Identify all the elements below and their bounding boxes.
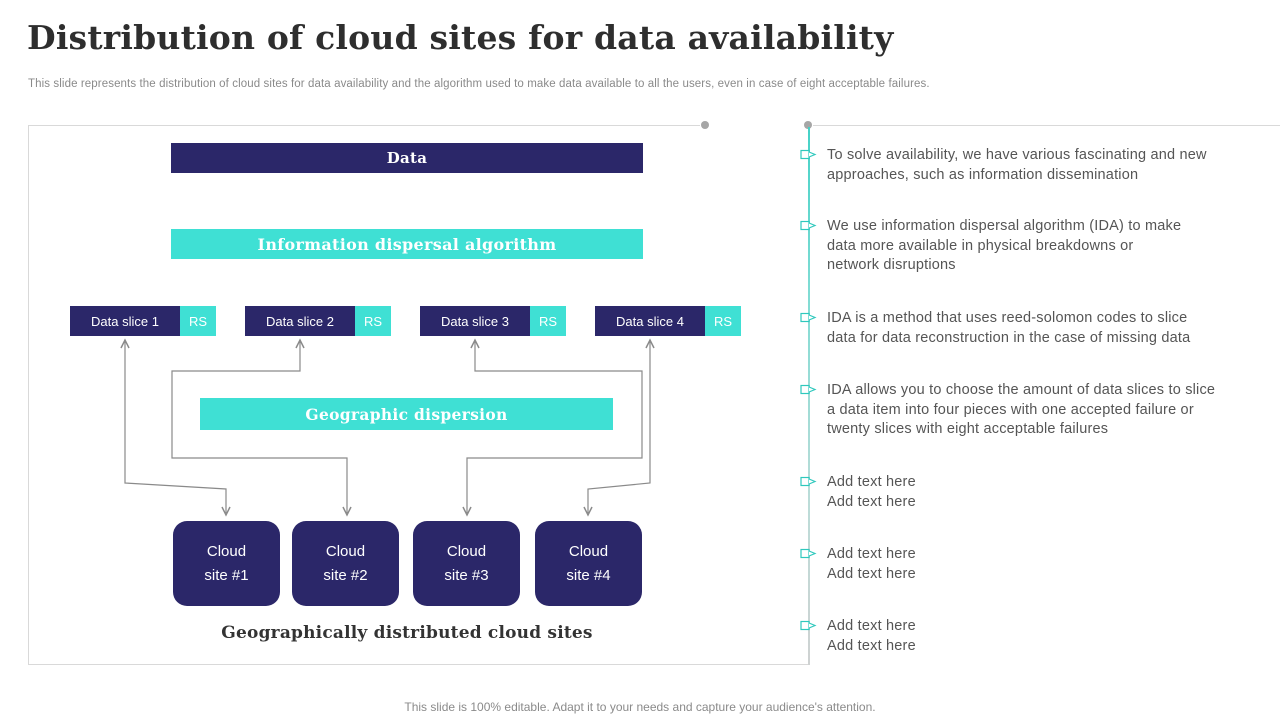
data-slice-4-label: Data slice 4	[595, 306, 705, 336]
data-slice-2-label: Data slice 2	[245, 306, 355, 336]
slide-subtitle: This slide represents the distribution o…	[28, 78, 930, 90]
cloud-site-2-label: Cloud site #2	[323, 542, 368, 584]
add-text-placeholder[interactable]: Add text here Add text here	[827, 474, 916, 510]
data-slice-4-shape: Data slice 4 RS	[595, 306, 741, 336]
bullet-item-1: To solve availability, we have various f…	[800, 146, 1270, 185]
cloud-site-4-label: Cloud site #4	[566, 542, 611, 584]
panel-top-border-left	[28, 125, 700, 126]
panel-bottom-border	[28, 664, 809, 665]
cloud-site-4-shape: Cloud site #4	[535, 521, 642, 606]
bullet-text: IDA is a method that uses reed-solomon c…	[827, 310, 1191, 346]
data-shape-label: Data	[386, 149, 428, 167]
add-text-placeholder[interactable]: Add text here Add text here	[827, 618, 916, 654]
bullet-item-6: Add text here Add text here	[800, 545, 1270, 584]
bullet-item-7: Add text here Add text here	[800, 617, 1270, 656]
data-slice-1-shape: Data slice 1 RS	[70, 306, 216, 336]
bullet-text: To solve availability, we have various f…	[827, 147, 1207, 183]
geographic-dispersion-label: Geographic dispersion	[305, 404, 508, 424]
slide-title: Distribution of cloud sites for data ava…	[27, 18, 894, 57]
cloud-site-1-label: Cloud site #1	[204, 542, 249, 584]
data-slice-1-label: Data slice 1	[70, 306, 180, 336]
bullet-text: IDA allows you to choose the amount of d…	[827, 382, 1216, 437]
flag-arrow-icon	[800, 220, 817, 231]
data-slice-4-rs-tag: RS	[705, 306, 741, 336]
panel-left-border	[28, 125, 29, 665]
top-border-dot-left	[701, 121, 709, 129]
bullet-text: We use information dispersal algorithm (…	[827, 218, 1182, 273]
data-slice-2-rs-tag: RS	[355, 306, 391, 336]
top-border-dot-right	[804, 121, 812, 129]
flag-arrow-icon	[800, 476, 817, 487]
flag-arrow-icon	[800, 312, 817, 323]
ida-shape-label: Information dispersal algorithm	[257, 234, 557, 254]
diagram-caption: Geographically distributed cloud sites	[221, 623, 593, 643]
flag-arrow-icon	[800, 149, 817, 160]
data-slice-2-shape: Data slice 2 RS	[245, 306, 391, 336]
data-slice-3-rs-tag: RS	[530, 306, 566, 336]
data-slice-3-label: Data slice 3	[420, 306, 530, 336]
bullet-item-2: We use information dispersal algorithm (…	[800, 217, 1270, 276]
flag-arrow-icon	[800, 384, 817, 395]
bullet-item-5: Add text here Add text here	[800, 473, 1270, 512]
bullet-item-3: IDA is a method that uses reed-solomon c…	[800, 309, 1270, 348]
geographic-dispersion-shape: Geographic dispersion	[200, 398, 613, 430]
information-dispersal-algorithm-shape: Information dispersal algorithm	[171, 229, 643, 259]
cloud-site-3-label: Cloud site #3	[444, 542, 489, 584]
cloud-site-2-shape: Cloud site #2	[292, 521, 399, 606]
cloud-site-3-shape: Cloud site #3	[413, 521, 520, 606]
data-shape: Data	[171, 143, 643, 173]
bullet-column-accent-line	[808, 127, 810, 665]
flag-arrow-icon	[800, 620, 817, 631]
data-slice-3-shape: Data slice 3 RS	[420, 306, 566, 336]
bullet-item-4: IDA allows you to choose the amount of d…	[800, 381, 1270, 440]
panel-top-border-right	[813, 125, 1280, 126]
data-slice-1-rs-tag: RS	[180, 306, 216, 336]
add-text-placeholder[interactable]: Add text here Add text here	[827, 546, 916, 582]
slide-footer-note: This slide is 100% editable. Adapt it to…	[404, 700, 876, 714]
flag-arrow-icon	[800, 548, 817, 559]
cloud-site-1-shape: Cloud site #1	[173, 521, 280, 606]
